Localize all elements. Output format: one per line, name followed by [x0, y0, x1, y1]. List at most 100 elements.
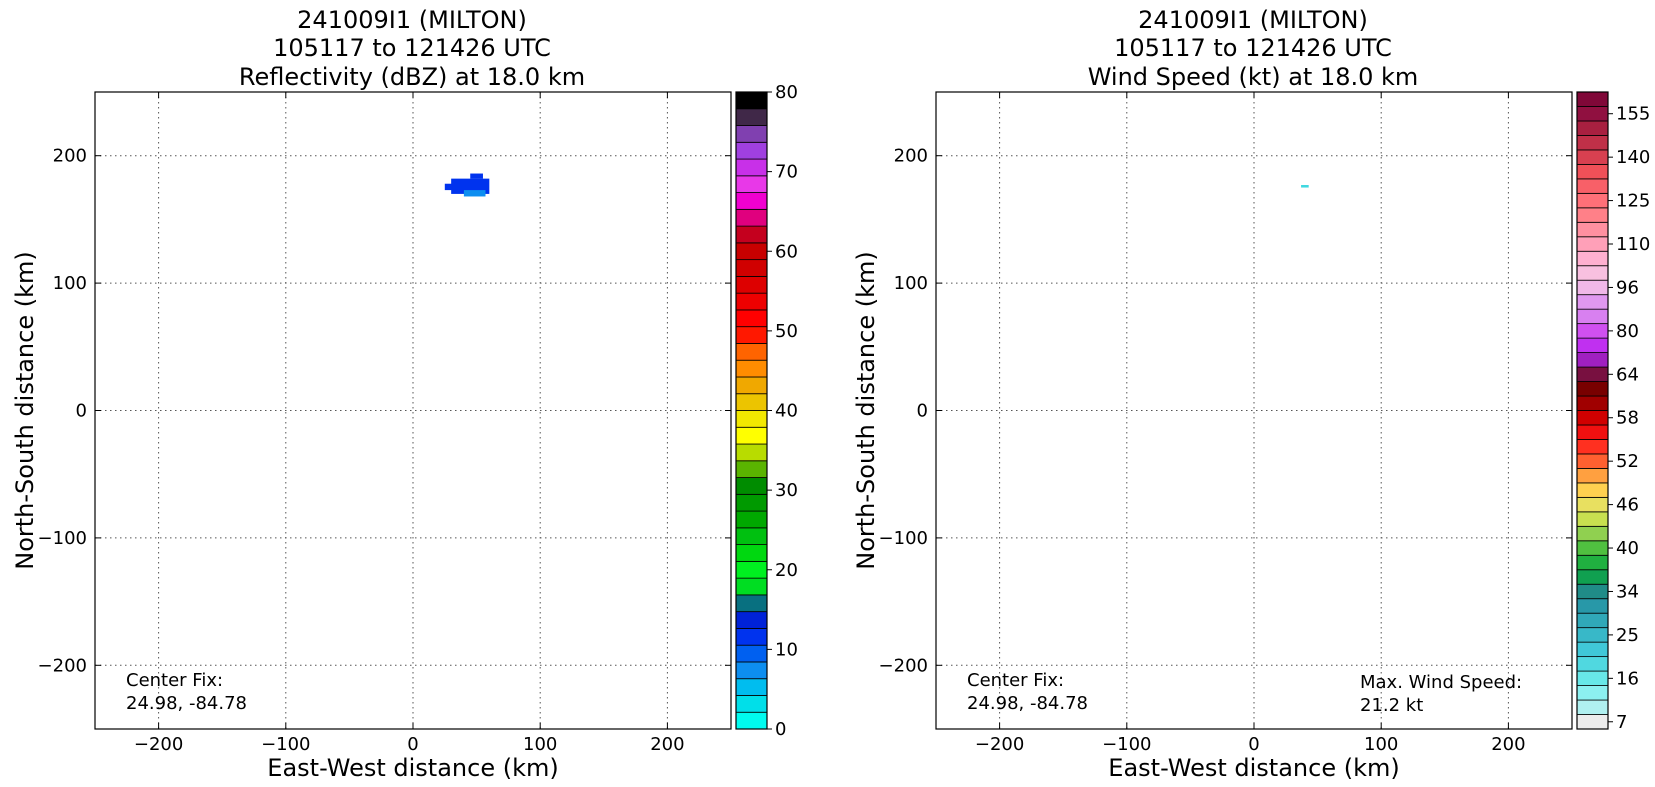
colorbar-bin: [1576, 511, 1609, 527]
plot-title: 241009I1 (MILTON) 105117 to 121426 UTC W…: [1088, 6, 1419, 91]
title-line-2: 105117 to 121426 UTC: [273, 34, 551, 62]
reflectivity-panel: 241009I1 (MILTON) 105117 to 121426 UTC R…: [11, 6, 798, 782]
wind-features: [1301, 185, 1309, 188]
title-line-1: 241009I1 (MILTON): [297, 6, 527, 34]
center-fix-line: 24.98, -84.78: [126, 693, 247, 714]
colorbar-bin: [1576, 569, 1609, 585]
y-tick-label: 0: [76, 401, 87, 422]
reflectivity-echoes: [444, 173, 490, 197]
echo-main: [451, 178, 490, 194]
y-axis-label: North-South distance (km): [852, 251, 880, 570]
y-tick-label: 0: [917, 401, 928, 422]
colorbar-bin: [735, 611, 768, 629]
grid-lines: [936, 92, 1572, 729]
axis-ticks: −200 −100 0 100 200 −200 −100 0 100 200: [38, 92, 731, 755]
echo-left: [444, 183, 453, 191]
colorbar-bin: [735, 695, 768, 713]
y-tick-label: −200: [879, 655, 928, 676]
colorbar-tick-label: 140: [1616, 147, 1650, 168]
wind-speck: [1301, 185, 1309, 188]
colorbar-bin: [735, 393, 768, 411]
colorbar-bin: [1576, 352, 1609, 368]
colorbar-bin: [1576, 135, 1609, 151]
colorbar-bin: [735, 225, 768, 244]
colorbar-tick-label: 46: [1616, 495, 1639, 516]
colorbar-bin: [1576, 525, 1609, 542]
colorbar-bin: [1576, 699, 1609, 715]
x-tick-label: 200: [1491, 734, 1525, 755]
x-tick-label: −200: [134, 734, 183, 755]
colorbar-bin: [1576, 685, 1609, 701]
y-tick-label: −100: [38, 528, 87, 549]
annotations: Center Fix:24.98, -84.78: [126, 670, 247, 714]
colorbar-tick-label: 40: [775, 401, 798, 422]
colorbar-bin: [1576, 106, 1609, 122]
colorbar-tick-label: 96: [1616, 277, 1639, 298]
center-fix-line: Center Fix:: [126, 670, 223, 691]
y-tick-label: 200: [894, 146, 928, 167]
colorbar-bin: [1576, 627, 1609, 643]
colorbar-bin: [1576, 120, 1609, 136]
colorbar-bin: [735, 376, 768, 395]
colorbar-bin: [735, 326, 768, 344]
colorbar-bin: [735, 175, 768, 193]
colorbar-bin: [735, 192, 768, 210]
colorbar-tick-label: 7: [1616, 712, 1627, 733]
colorbar-tick-label: 34: [1616, 581, 1639, 602]
colorbar-bin: [1576, 294, 1609, 310]
colorbar-tick-label: 25: [1616, 625, 1639, 646]
colorbar-bin: [1576, 192, 1609, 209]
colorbar-bin: [735, 477, 768, 495]
colorbar-bin: [735, 208, 768, 227]
colorbar-bin: [1576, 612, 1609, 629]
colorbar-frame: [1576, 91, 1609, 730]
colorbar-tick-label: 10: [775, 639, 798, 660]
y-tick-label: 100: [894, 273, 928, 294]
colorbar-bin: [1576, 178, 1609, 194]
colorbar-bin: [1576, 468, 1609, 484]
x-tick-label: −100: [1102, 734, 1151, 755]
colorbar-tick-label: 110: [1616, 234, 1650, 255]
x-tick-label: 100: [523, 734, 557, 755]
colorbar-bin: [1576, 453, 1609, 469]
colorbar-bin: [735, 644, 768, 663]
colorbar-tick-label: 0: [775, 719, 786, 740]
colorbar-bin: [1576, 308, 1609, 325]
x-tick-label: 0: [1248, 734, 1259, 755]
colorbar-tick-label: 20: [775, 560, 798, 581]
plot-title: 241009I1 (MILTON) 105117 to 121426 UTC R…: [239, 6, 585, 91]
colorbar-tick-label: 52: [1616, 451, 1639, 472]
colorbar-bin: [1576, 381, 1609, 397]
colorbar-bin: [1576, 554, 1609, 571]
colorbar-bin: [1576, 641, 1609, 658]
colorbar-tick-label: 16: [1616, 668, 1639, 689]
colorbar-bin: [1576, 496, 1609, 513]
x-tick-label: 0: [407, 734, 418, 755]
colorbar-bin: [1576, 163, 1609, 180]
colorbar-tick-label: 58: [1616, 408, 1639, 429]
colorbar-bin: [1576, 279, 1609, 296]
colorbar-bin: [735, 577, 768, 596]
colorbar-bin: [1576, 410, 1609, 426]
colorbar-bin: [735, 125, 768, 143]
x-tick-label: −200: [975, 734, 1024, 755]
colorbar-bin: [735, 275, 768, 294]
max-wind-speed-line: Max. Wind Speed:: [1360, 672, 1522, 693]
colorbar-bin: [1576, 714, 1609, 730]
colorbar-bin: [1576, 656, 1609, 672]
colorbar-bin: [735, 443, 768, 462]
colorbar-bin: [735, 661, 768, 680]
colorbar-bin: [1576, 236, 1609, 252]
colorbar-bin: [735, 510, 768, 529]
colorbar-bin: [735, 141, 768, 160]
colorbar-bin: [735, 628, 768, 646]
colorbar-tick-label: 60: [775, 241, 798, 262]
colorbar-bin: [1576, 482, 1609, 498]
colorbar-tick-label: 40: [1616, 538, 1639, 559]
colorbar-tick-label: 125: [1616, 191, 1650, 212]
y-axis-label: North-South distance (km): [11, 251, 39, 570]
colorbar-bin: [735, 594, 768, 613]
colorbar-bin: [735, 108, 768, 126]
colorbar-bin: [735, 359, 768, 378]
